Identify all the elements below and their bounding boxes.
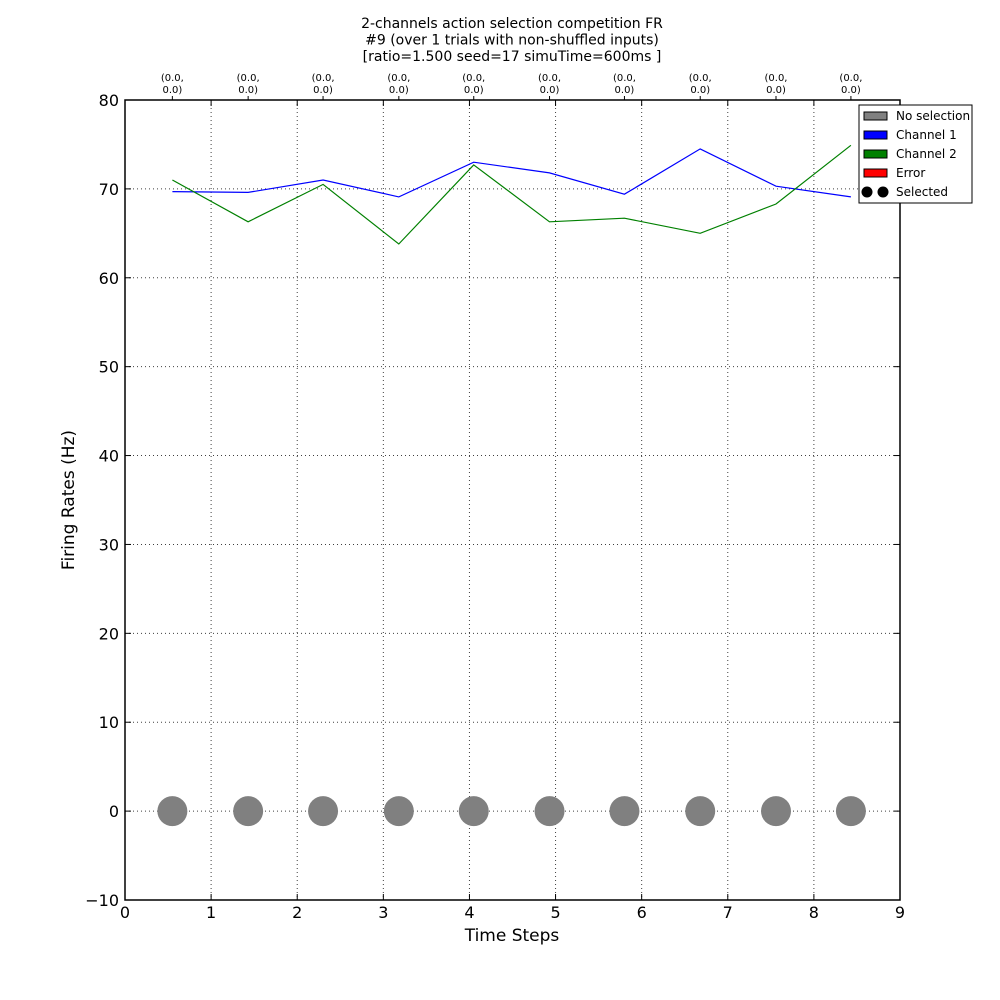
top-label: (0.0, xyxy=(839,73,862,84)
y-tick-label: 40 xyxy=(99,447,119,466)
x-axis-label: Time Steps xyxy=(464,926,560,946)
x-tick-label: 2 xyxy=(292,903,302,922)
plot-frame xyxy=(124,99,901,901)
top-label: 0.0) xyxy=(389,85,409,96)
top-label: 0.0) xyxy=(841,85,861,96)
legend-label: Channel 2 xyxy=(896,147,957,161)
selection-marker xyxy=(157,796,188,827)
x-tick-label: 6 xyxy=(637,903,647,922)
top-label: (0.0, xyxy=(689,73,712,84)
selection-marker xyxy=(308,796,339,827)
axis-ticks xyxy=(124,96,901,901)
y-tick-label: 10 xyxy=(99,713,119,732)
y-tick-label: 50 xyxy=(99,358,119,377)
legend-dot xyxy=(877,186,889,198)
x-tick-label: 0 xyxy=(120,903,130,922)
series xyxy=(172,144,852,245)
top-label: 0.0) xyxy=(464,85,484,96)
selection-marker xyxy=(609,796,640,827)
top-label: (0.0, xyxy=(765,73,788,84)
top-label: 0.0) xyxy=(766,85,786,96)
selection-marker xyxy=(458,796,489,827)
x-tick-label: 1 xyxy=(206,903,216,922)
grid xyxy=(125,100,900,900)
selection-marker xyxy=(685,796,716,827)
top-label: (0.0, xyxy=(613,73,636,84)
series-line-2 xyxy=(172,144,852,245)
legend-label: Error xyxy=(896,166,925,180)
legend-label: Selected xyxy=(896,185,948,199)
legend-label: Channel 1 xyxy=(896,128,957,142)
top-label: (0.0, xyxy=(161,73,184,84)
x-tick-label: 3 xyxy=(378,903,388,922)
x-tick-label: 7 xyxy=(723,903,733,922)
y-tick-label: 80 xyxy=(99,91,119,110)
y-tick-label: 30 xyxy=(99,535,119,554)
top-label: (0.0, xyxy=(387,73,410,84)
top-label: 0.0) xyxy=(690,85,710,96)
series-line-1 xyxy=(172,148,851,198)
selection-markers xyxy=(157,796,866,827)
legend-dot xyxy=(861,186,873,198)
legend-swatch xyxy=(863,149,888,159)
y-tick-label: −10 xyxy=(85,891,119,910)
legend-label: No selection xyxy=(896,109,970,123)
selection-marker xyxy=(761,796,791,827)
top-label: 0.0) xyxy=(162,85,182,96)
top-label: 0.0) xyxy=(540,85,560,96)
x-tick-label: 8 xyxy=(809,903,819,922)
selection-marker xyxy=(233,796,264,827)
y-axis-label: Firing Rates (Hz) xyxy=(59,430,79,570)
top-labels: (0.0,0.0)(0.0,0.0)(0.0,0.0)(0.0,0.0)(0.0… xyxy=(161,73,863,96)
top-label: 0.0) xyxy=(238,85,258,96)
x-tick-label: 4 xyxy=(464,903,474,922)
selection-marker xyxy=(383,796,414,827)
legend: No selection Channel 1 Channel 2 Error Selec… xyxy=(858,104,973,204)
top-label: 0.0) xyxy=(615,85,635,96)
x-tick-labels: 0 1 2 3 4 5 6 7 8 9 xyxy=(120,903,905,922)
y-tick-label: 70 xyxy=(99,180,119,199)
y-tick-labels: 80 70 60 50 40 30 20 10 0 −10 xyxy=(85,91,119,910)
x-tick-label: 9 xyxy=(895,903,905,922)
chart-title-line: #9 (over 1 trials with non-shuffled inpu… xyxy=(365,33,659,49)
top-label: 0.0) xyxy=(313,85,333,96)
chart-title-line: [ratio=1.500 seed=17 simuTime=600ms ] xyxy=(363,49,662,65)
chart-title: 2-channels action selection competition … xyxy=(361,16,663,65)
y-tick-label: 60 xyxy=(99,269,119,288)
legend-swatch xyxy=(863,168,888,178)
legend-swatch xyxy=(863,111,888,121)
selection-marker xyxy=(534,796,565,827)
legend-swatch xyxy=(863,130,888,140)
y-tick-label: 0 xyxy=(109,802,119,821)
top-label: (0.0, xyxy=(237,73,260,84)
top-label: (0.0, xyxy=(312,73,335,84)
y-tick-label: 20 xyxy=(99,624,119,643)
top-label: (0.0, xyxy=(538,73,561,84)
x-tick-label: 5 xyxy=(550,903,560,922)
selection-marker xyxy=(835,796,866,827)
top-label: (0.0, xyxy=(462,73,485,84)
chart-title-line: 2-channels action selection competition … xyxy=(361,16,663,32)
